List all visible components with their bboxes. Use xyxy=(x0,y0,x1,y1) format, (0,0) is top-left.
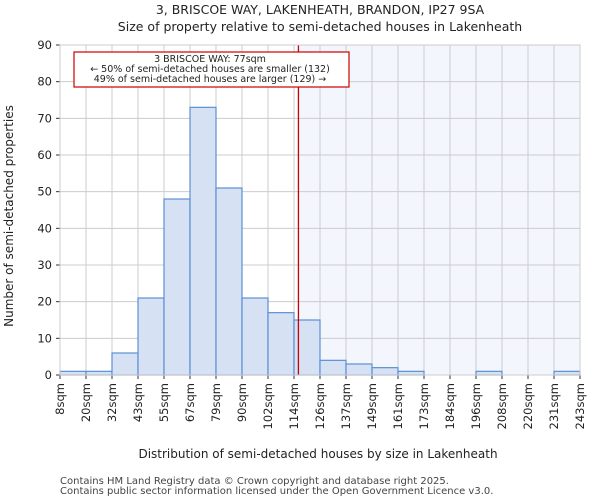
x-tick-label: 43sqm xyxy=(131,383,145,422)
plot-frame xyxy=(59,44,581,376)
x-tick-label: 184sqm xyxy=(443,383,457,429)
histogram-bar xyxy=(85,370,113,376)
x-tick-label: 102sqm xyxy=(261,383,275,429)
x-tick-label: 79sqm xyxy=(209,383,223,422)
footer-line-1: Contains HM Land Registry data © Crown c… xyxy=(60,476,449,487)
histogram-bar xyxy=(137,297,165,376)
x-tick-label: 137sqm xyxy=(339,383,353,429)
histogram-bar xyxy=(553,370,581,376)
x-tick-label: 173sqm xyxy=(417,383,431,429)
histogram-bar xyxy=(267,312,295,376)
y-tick-label: 70 xyxy=(37,111,52,125)
histogram-bar xyxy=(345,363,373,376)
y-tick-label: 50 xyxy=(37,185,52,199)
chart-title: 3, BRISCOE WAY, LAKENHEATH, BRANDON, IP2… xyxy=(156,2,485,17)
x-tick-label: 243sqm xyxy=(573,383,587,429)
x-tick-label: 220sqm xyxy=(521,383,535,429)
footer-line-2: Contains public sector information licen… xyxy=(60,486,493,497)
y-axis-label: Number of semi-detached properties xyxy=(2,105,16,327)
annotation-line-2: ← 50% of semi-detached houses are smalle… xyxy=(90,64,330,75)
annotation-box: 3 BRISCOE WAY: 77sqm ← 50% of semi-detac… xyxy=(73,51,350,88)
y-tick-label: 90 xyxy=(37,38,52,52)
histogram-bar xyxy=(111,352,139,376)
x-tick-label: 196sqm xyxy=(469,383,483,429)
x-tick-label: 149sqm xyxy=(365,383,379,429)
histogram-bar xyxy=(189,106,217,376)
x-tick-label: 55sqm xyxy=(157,383,171,422)
x-tick-label: 20sqm xyxy=(79,383,93,422)
histogram-bar xyxy=(475,370,503,376)
x-tick-label: 8sqm xyxy=(53,383,67,415)
x-tick-label: 67sqm xyxy=(183,383,197,422)
y-tick-label: 30 xyxy=(37,258,52,272)
x-tick-label: 161sqm xyxy=(391,383,405,429)
y-tick-label: 10 xyxy=(37,331,52,345)
x-tick-label: 90sqm xyxy=(235,383,249,422)
annotation-line-3: 49% of semi-detached houses are larger (… xyxy=(94,74,327,85)
y-tick-label: 60 xyxy=(37,148,52,162)
histogram-bar xyxy=(163,198,191,376)
x-tick-label: 208sqm xyxy=(495,383,509,429)
y-tick-label: 80 xyxy=(37,75,52,89)
y-tick-label: 40 xyxy=(37,221,52,235)
x-tick-label: 231sqm xyxy=(547,383,561,429)
highlight-region xyxy=(298,45,580,375)
histogram-bar xyxy=(319,359,347,376)
x-tick-label: 114sqm xyxy=(287,383,301,429)
histogram-bar xyxy=(241,297,269,376)
chart-subtitle: Size of property relative to semi-detach… xyxy=(118,19,522,34)
y-tick-label: 20 xyxy=(37,295,52,309)
x-axis-label: Distribution of semi-detached houses by … xyxy=(138,447,497,461)
histogram-bar xyxy=(59,370,87,376)
x-tick-label: 32sqm xyxy=(105,383,119,422)
annotation-line-1: 3 BRISCOE WAY: 77sqm xyxy=(154,54,266,65)
y-tick-label: 0 xyxy=(45,368,52,382)
x-tick-label: 126sqm xyxy=(313,383,327,429)
histogram-bar xyxy=(397,370,425,376)
histogram-bar xyxy=(215,187,243,376)
histogram-bar xyxy=(371,367,399,376)
